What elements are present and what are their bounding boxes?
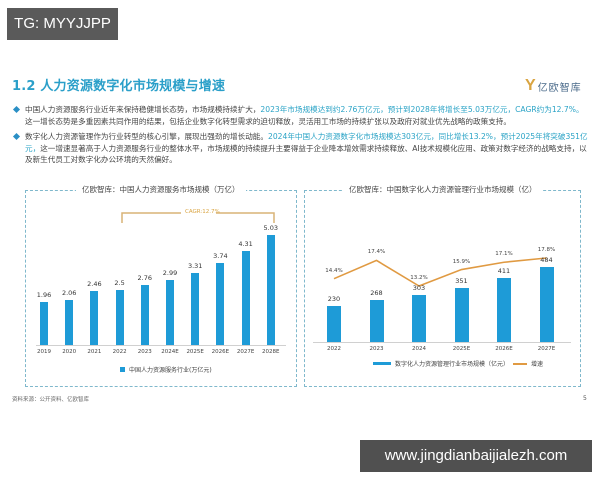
legend-swatch-bar — [373, 362, 391, 365]
x-tick-label: 2022 — [327, 346, 341, 352]
bar-value-label: 3.31 — [187, 261, 203, 270]
chart-title: 亿欧智库：中国数字化人力资源管理行业市场规模（亿） — [343, 184, 543, 195]
bar-value-label: 268 — [370, 289, 383, 298]
bar-value-label: 1.96 — [36, 291, 52, 300]
bar — [166, 279, 174, 345]
bullet-item: 数字化人力资源管理作为行业转型的核心引擎，展现出强劲的增长动能。2024年中国人… — [12, 131, 590, 166]
bullet-text: 这一增长态势是多重因素共同作用的结果，包括企业数字化转型需求的迫切释放，灵活用工… — [25, 116, 511, 126]
logo: Y 亿欧智库 — [525, 78, 582, 94]
bar-value-label: 2.46 — [87, 280, 102, 289]
bar-value-label: 5.03 — [263, 224, 279, 232]
bar-value-label: 2.76 — [137, 273, 153, 282]
chart-title: 亿欧智库：中国人力资源服务市场规模（万亿） — [76, 184, 246, 195]
source-note: 资料来源：公开资料、亿欧智库 — [12, 397, 90, 403]
x-tick-label: 2019 — [37, 349, 51, 355]
bar-value-label: 2.06 — [61, 288, 77, 297]
bar-value-label: 3.74 — [213, 252, 228, 261]
bar-value-label: 2.99 — [162, 268, 178, 277]
bar-value-label: 303 — [412, 284, 426, 293]
x-tick-label: 2022 — [112, 349, 127, 355]
legend-label: 增速 — [531, 361, 544, 368]
cagr-annotation: CAGR:12.7% — [185, 209, 220, 215]
bar-value-label: 351 — [455, 276, 468, 285]
x-axis — [36, 345, 286, 346]
chart-hr-services-market: 亿欧智库：中国人力资源服务市场规模（万亿） CAGR:12.7% 1.96 201… — [25, 184, 297, 387]
bar-value-label: 484 — [540, 256, 553, 264]
x-axis — [313, 342, 571, 343]
bar — [327, 306, 341, 342]
bullet-text: 这一增速显著高于人力资源服务行业的整体水平，市场规模的持续提升主要得益于企业降本… — [25, 143, 587, 165]
bar — [65, 299, 74, 345]
page-title: 1.2 人力资源数字化市场规模与增速 — [12, 79, 226, 94]
x-tick-label: 2020 — [62, 349, 77, 355]
x-tick-label: 2025E — [452, 346, 471, 352]
logo-icon: Y — [525, 77, 536, 94]
tg-watermark-badge: TG: MYYJJPP — [7, 8, 118, 40]
bar — [191, 272, 200, 345]
x-tick-label: 2023 — [137, 349, 152, 355]
growth-rate-label: 13.2% — [410, 275, 428, 281]
bar — [241, 250, 250, 345]
bar-value-label: 4.31 — [238, 239, 253, 248]
chart-legend: 中国人力资源服务行业(万亿元) — [120, 365, 212, 374]
x-tick-label: 2021 — [87, 349, 102, 355]
bar — [497, 278, 511, 342]
x-tick-label: 2026E — [495, 346, 513, 352]
bar — [369, 300, 384, 342]
bar — [216, 263, 225, 345]
bar-value-label: 230 — [327, 295, 341, 304]
bar — [90, 291, 99, 345]
bullet-text: 数字化人力资源管理作为行业转型的核心引擎，展现出强劲的增长动能。 — [25, 132, 268, 141]
bar — [454, 287, 469, 342]
cagr-bracket — [121, 212, 275, 223]
legend-label: 数字化人力资源管理行业市场规模（亿元） — [395, 361, 510, 368]
bar — [140, 284, 149, 345]
bullet-text: 中国人力资源服务行业近年来保持稳健增长态势，市场规模持续扩大， — [25, 105, 261, 114]
x-tick-label: 2024E — [161, 349, 179, 355]
growth-rate-label: 17.1% — [495, 251, 513, 258]
page-number: 5 — [583, 395, 587, 402]
growth-rate-label: 17.8% — [537, 247, 556, 253]
growth-rate-label: 17.4% — [367, 249, 386, 256]
legend-swatch — [120, 367, 125, 372]
growth-rate-line — [333, 257, 547, 287]
legend-label: 中国人力资源服务行业(万亿元) — [129, 367, 212, 374]
chart-digital-hr-market: 亿欧智库：中国数字化人力资源管理行业市场规模（亿） 230 2022 14.4% 26… — [304, 184, 581, 387]
x-tick-label: 2027E — [537, 346, 556, 352]
x-tick-label: 2027E — [236, 349, 255, 355]
url-watermark-badge: www.jingdianbaijialezh.com — [360, 440, 592, 472]
bar — [40, 302, 48, 345]
chart-legend: 数字化人力资源管理行业市场规模（亿元） 增速 — [373, 359, 543, 368]
logo-text: 亿欧智库 — [537, 82, 582, 94]
bar — [412, 295, 426, 342]
bar — [539, 267, 554, 342]
bar-value-label: 411 — [497, 267, 511, 276]
bar-value-label: 2.5 — [114, 279, 125, 288]
x-tick-label: 2026E — [211, 349, 230, 355]
growth-rate-label: 14.4% — [325, 267, 343, 274]
x-tick-label: 2028E — [262, 349, 280, 355]
growth-rate-label: 15.9% — [452, 258, 471, 265]
x-tick-label: 2023 — [369, 346, 384, 352]
bullet-list: 中国人力资源服务行业近年来保持稳健增长态势，市场规模持续扩大，2023年市场规模… — [12, 104, 590, 170]
bullet-highlight: 2024年中国人力资源数字化市场规模达303亿元，同比增长13.2%，预计202… — [25, 132, 588, 153]
x-tick-label: 2025E — [186, 349, 204, 355]
bar — [266, 235, 275, 345]
x-tick-label: 2024 — [412, 346, 426, 352]
bullet-highlight: 2023年市场规模达到约2.76万亿元，预计到2028年将增长至5.03万亿元，… — [260, 105, 584, 114]
bar — [115, 290, 124, 345]
bullet-item: 中国人力资源服务行业近年来保持稳健增长态势，市场规模持续扩大，2023年市场规模… — [12, 104, 590, 127]
legend-swatch-line — [513, 362, 528, 365]
